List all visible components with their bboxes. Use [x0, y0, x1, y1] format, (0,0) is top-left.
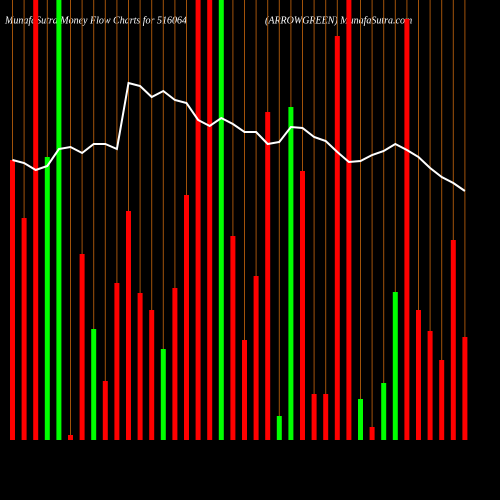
bar — [346, 0, 352, 440]
bar — [91, 329, 97, 440]
bar — [404, 19, 410, 440]
bar — [416, 310, 421, 440]
bar — [149, 310, 155, 440]
bar — [369, 427, 375, 440]
bar — [358, 399, 363, 440]
bar — [33, 0, 39, 440]
bar — [276, 416, 282, 440]
bar — [184, 195, 189, 440]
bar — [79, 254, 85, 440]
bar — [230, 236, 236, 440]
chart-title: MunafaSutra Money Flow Charts for 516064 — [4, 15, 187, 26]
bar — [68, 435, 73, 440]
bar — [323, 394, 329, 440]
bar — [160, 349, 166, 440]
bar — [21, 218, 27, 440]
bar — [288, 107, 294, 440]
bar — [195, 0, 201, 440]
chart-subtitle: (ARROWGREEN) MunafaSutra.com — [265, 15, 412, 26]
bar — [44, 157, 50, 440]
bar — [450, 240, 456, 440]
money-flow-line — [12, 81, 466, 192]
bar — [102, 381, 108, 440]
bar — [218, 0, 224, 440]
bar — [392, 292, 398, 440]
bar — [56, 0, 62, 440]
bar — [300, 171, 305, 440]
bar — [427, 331, 433, 440]
bar — [253, 276, 259, 440]
bar — [381, 383, 387, 440]
bar — [242, 340, 247, 440]
bar — [265, 112, 271, 440]
bar — [10, 160, 15, 440]
bar — [334, 36, 340, 440]
bar — [172, 288, 178, 440]
bar — [114, 283, 120, 440]
bar — [462, 337, 468, 440]
bar — [126, 211, 131, 440]
bar — [137, 293, 143, 440]
bar — [439, 360, 445, 440]
bar — [311, 394, 317, 440]
bar — [207, 0, 213, 440]
